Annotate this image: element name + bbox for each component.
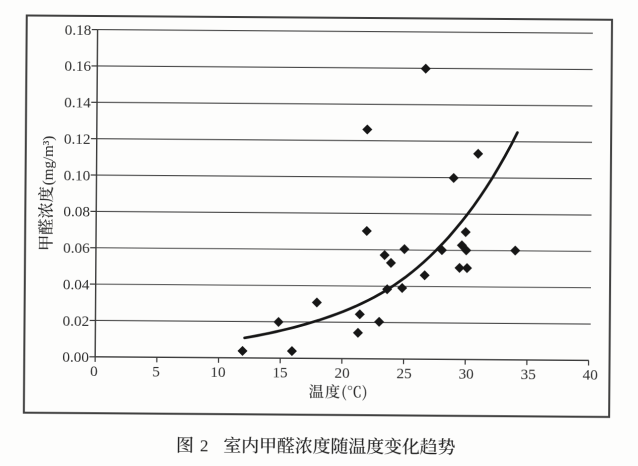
svg-text:0.00: 0.00	[62, 349, 89, 366]
svg-text:15: 15	[272, 364, 287, 381]
svg-text:0.06: 0.06	[63, 240, 90, 257]
svg-text:0.10: 0.10	[64, 167, 91, 184]
svg-text:0.14: 0.14	[64, 94, 91, 111]
svg-text:5: 5	[152, 364, 160, 381]
svg-text:(mg/m³): (mg/m³)	[41, 136, 57, 186]
svg-text:0.18: 0.18	[65, 22, 92, 39]
svg-text:0.12: 0.12	[64, 131, 91, 148]
svg-text:10: 10	[210, 364, 226, 381]
svg-text:0.02: 0.02	[63, 313, 90, 330]
svg-text:30: 30	[458, 366, 474, 383]
svg-text:2: 2	[200, 436, 209, 455]
svg-text:35: 35	[521, 366, 536, 383]
svg-text:0: 0	[90, 363, 98, 380]
svg-text:0.08: 0.08	[63, 203, 90, 220]
svg-text:25: 25	[396, 365, 411, 382]
svg-text:20: 20	[334, 365, 350, 382]
svg-text:0.16: 0.16	[64, 58, 91, 75]
svg-text:40: 40	[583, 367, 599, 384]
svg-text:0.04: 0.04	[63, 276, 90, 293]
